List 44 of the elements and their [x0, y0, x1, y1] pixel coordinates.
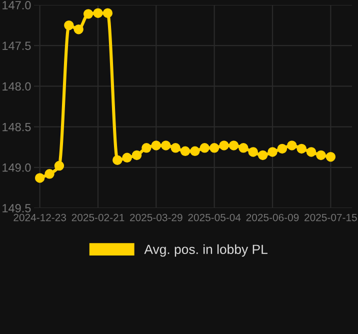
y-tick-label: 148.5 [2, 122, 31, 132]
point [93, 8, 103, 18]
point [238, 143, 248, 153]
point [209, 143, 220, 153]
y-tick-label: 149.0 [2, 163, 31, 172]
point [248, 147, 258, 157]
point [316, 150, 326, 160]
x-tick-label: 2025-03-29 [130, 214, 182, 222]
point [200, 143, 210, 153]
y-tick-label: 148.0 [2, 82, 31, 91]
x-tick-label: 2024-12-23 [14, 214, 66, 222]
point [160, 140, 171, 150]
point [74, 24, 84, 34]
point [268, 147, 278, 157]
point [190, 146, 200, 156]
point [142, 143, 152, 153]
point [228, 140, 239, 150]
point [112, 155, 122, 165]
point [132, 150, 142, 160]
point [64, 20, 74, 30]
x-tick-label: 2025-07-15 [304, 214, 357, 222]
x-tick-label: 2025-05-04 [188, 214, 241, 222]
point [219, 140, 229, 150]
point [151, 140, 162, 150]
point [277, 144, 288, 154]
point [258, 150, 268, 160]
point [102, 8, 113, 18]
x-tick-label: 2025-02-21 [72, 214, 124, 222]
x-tick-label: 2025-06-09 [246, 214, 299, 222]
point [122, 152, 132, 163]
point [296, 144, 306, 154]
point [287, 140, 297, 150]
point [180, 146, 190, 156]
point [44, 169, 54, 179]
y-tick-label: 149.5 [2, 204, 31, 212]
point [54, 160, 64, 171]
legend-label: Avg. pos. in lobby PL [144, 244, 268, 257]
point [34, 173, 45, 183]
point [326, 152, 336, 162]
point [170, 143, 180, 153]
y-tick-label: 147.5 [2, 42, 31, 50]
y-tick-label: 147.0 [2, 1, 31, 10]
point [83, 9, 94, 19]
point [306, 147, 316, 157]
